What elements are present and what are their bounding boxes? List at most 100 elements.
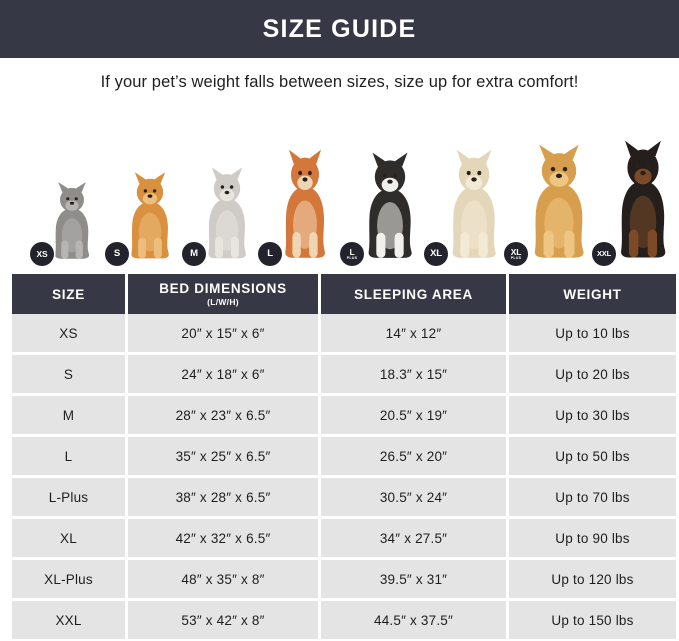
table-header: SIZE BED DIMENSIONS (L/W/H) SLEEPING AREA WE… xyxy=(12,274,676,314)
cell-sleeping-area: 34″ x 27.5″ xyxy=(319,517,509,560)
cell-size: XL xyxy=(12,517,128,560)
table-row: XXL 53″ x 42″ x 8″ 44.5″ x 37.5″ Up to 150 … xyxy=(12,599,676,639)
pet-size-illustration: M xyxy=(182,166,260,266)
cell-sleeping-area: 30.5″ x 24″ xyxy=(319,476,509,519)
pet-size-illustration: XL PLUS xyxy=(504,143,602,266)
labrador-retriever-dog-icon xyxy=(452,149,496,258)
cell-size: XL-Plus xyxy=(12,558,128,601)
pet-figure: XS xyxy=(30,181,102,266)
size-badge-sublabel: PLUS xyxy=(346,255,358,260)
column-header-weight: WEIGHT xyxy=(507,274,676,314)
table-header-row: SIZE BED DIMENSIONS (L/W/H) SLEEPING AREA WE… xyxy=(12,274,676,314)
table-row: S 24″ x 18″ x 6″ 18.3″ x 15″ Up to 20 lbs xyxy=(12,353,676,396)
cell-sleeping-area: 20.5″ x 19″ xyxy=(319,394,509,437)
column-header-label: WEIGHT xyxy=(563,286,622,302)
french-bulldog-icon xyxy=(208,167,246,259)
subtitle-text: If your pet’s weight falls between sizes… xyxy=(100,72,579,91)
shiba-inu-dog-icon xyxy=(285,149,325,258)
cell-size: L xyxy=(12,435,128,478)
doberman-pinscher-dog-icon xyxy=(621,140,666,258)
pet-size-illustration: L PLUS xyxy=(340,151,428,266)
cell-weight: Up to 90 lbs xyxy=(507,517,676,560)
table-row: L 35″ x 25″ x 6.5″ 26.5″ x 20″ Up to 50 lbs xyxy=(12,435,676,478)
size-badge: XL xyxy=(424,242,448,266)
cell-bed-dimensions: 42″ x 32″ x 6.5″ xyxy=(126,517,321,560)
size-badge-label: M xyxy=(190,248,198,260)
column-header-size: SIZE xyxy=(12,274,128,314)
page-title: SIZE GUIDE xyxy=(262,14,417,43)
golden-retriever-dog-icon xyxy=(534,144,584,258)
cat-sitting-icon xyxy=(55,182,90,259)
pet-size-illustration: L xyxy=(258,148,340,266)
size-badge: XL PLUS xyxy=(504,242,528,266)
table-row: XS 20″ x 15″ x 6″ 14″ x 12″ Up to 10 lbs xyxy=(12,314,676,355)
pet-size-illustration: XL xyxy=(424,148,512,266)
size-badge: S xyxy=(105,242,129,266)
size-badge-label: XS xyxy=(36,248,48,259)
pet-figure: S xyxy=(105,171,183,266)
cell-size: XS xyxy=(12,314,128,355)
cell-sleeping-area: 18.3″ x 15″ xyxy=(319,353,509,396)
column-header-label: SLEEPING AREA xyxy=(354,286,473,302)
cell-bed-dimensions: 24″ x 18″ x 6″ xyxy=(126,353,321,396)
cell-bed-dimensions: 35″ x 25″ x 6.5″ xyxy=(126,435,321,478)
title-banner: SIZE GUIDE xyxy=(0,0,679,58)
cell-sleeping-area: 14″ x 12″ xyxy=(319,314,509,355)
pet-figure: XXL xyxy=(592,139,679,266)
cell-weight: Up to 10 lbs xyxy=(507,314,676,355)
cell-weight: Up to 70 lbs xyxy=(507,476,676,519)
size-badge-label: XL xyxy=(430,248,442,260)
size-badge: L PLUS xyxy=(340,242,364,266)
cell-bed-dimensions: 28″ x 23″ x 6.5″ xyxy=(126,394,321,437)
cell-weight: Up to 30 lbs xyxy=(507,394,676,437)
cell-bed-dimensions: 48″ x 35″ x 8″ xyxy=(126,558,321,601)
cell-weight: Up to 20 lbs xyxy=(507,353,676,396)
cell-bed-dimensions: 20″ x 15″ x 6″ xyxy=(126,314,321,355)
size-badge-label: L xyxy=(267,248,273,260)
table-body: XS 20″ x 15″ x 6″ 14″ x 12″ Up to 10 lbs S 24… xyxy=(12,314,676,639)
column-header-sleeping-area: SLEEPING AREA xyxy=(319,274,509,314)
cell-sleeping-area: 39.5″ x 31″ xyxy=(319,558,509,601)
size-badge-label: L xyxy=(349,246,355,257)
table-row: M 28″ x 23″ x 6.5″ 20.5″ x 19″ Up to 30 lbs xyxy=(12,394,676,437)
size-badge: XXL xyxy=(592,242,616,266)
table-row: XL-Plus 48″ x 35″ x 8″ 39.5″ x 31″ Up to 12… xyxy=(12,558,676,601)
cell-weight: Up to 50 lbs xyxy=(507,435,676,478)
cell-size: L-Plus xyxy=(12,476,128,519)
size-badge-label: S xyxy=(113,248,121,260)
pet-illustration-strip: XS S M L L PLUS XL XL PLUS XXL xyxy=(12,106,667,266)
cell-bed-dimensions: 38″ x 28″ x 6.5″ xyxy=(126,476,321,519)
cell-weight: Up to 150 lbs xyxy=(507,599,676,639)
size-guide-table: SIZE BED DIMENSIONS (L/W/H) SLEEPING AREA WE… xyxy=(12,274,676,639)
pet-figure: M xyxy=(182,166,260,266)
table-row: L-Plus 38″ x 28″ x 6.5″ 30.5″ x 24″ Up to 7… xyxy=(12,476,676,519)
size-badge: XS xyxy=(30,242,54,266)
cell-sleeping-area: 26.5″ x 20″ xyxy=(319,435,509,478)
size-badge: L xyxy=(258,242,282,266)
pet-figure: L PLUS xyxy=(340,151,428,266)
pet-size-illustration: S xyxy=(105,171,183,266)
size-badge-label: XL xyxy=(510,246,522,257)
size-badge: M xyxy=(182,242,206,266)
cell-weight: Up to 120 lbs xyxy=(507,558,676,601)
subtitle-row: If your pet’s weight falls between sizes… xyxy=(0,58,679,106)
cell-size: S xyxy=(12,353,128,396)
pomeranian-dog-icon xyxy=(131,172,169,259)
size-badge-label: XXL xyxy=(597,249,611,259)
column-header-label: BED DIMENSIONS xyxy=(159,281,287,296)
pet-figure: XL xyxy=(424,148,512,266)
pet-size-illustration: XXL xyxy=(592,139,679,266)
size-badge-sublabel: PLUS xyxy=(510,255,522,260)
column-header-bed-dimensions: BED DIMENSIONS (L/W/H) xyxy=(126,274,321,314)
table-row: XL 42″ x 32″ x 6.5″ 34″ x 27.5″ Up to 90 lb… xyxy=(12,517,676,560)
border-collie-dog-icon xyxy=(368,152,412,258)
column-header-sublabel: (L/W/H) xyxy=(207,297,239,307)
column-header-label: SIZE xyxy=(52,286,85,302)
pet-figure: L xyxy=(258,148,340,266)
cell-bed-dimensions: 53″ x 42″ x 8″ xyxy=(126,599,321,639)
cell-size: M xyxy=(12,394,128,437)
pet-size-illustration: XS xyxy=(30,181,102,266)
pet-figure: XL PLUS xyxy=(504,143,602,266)
cell-size: XXL xyxy=(12,599,128,639)
cell-sleeping-area: 44.5″ x 37.5″ xyxy=(319,599,509,639)
